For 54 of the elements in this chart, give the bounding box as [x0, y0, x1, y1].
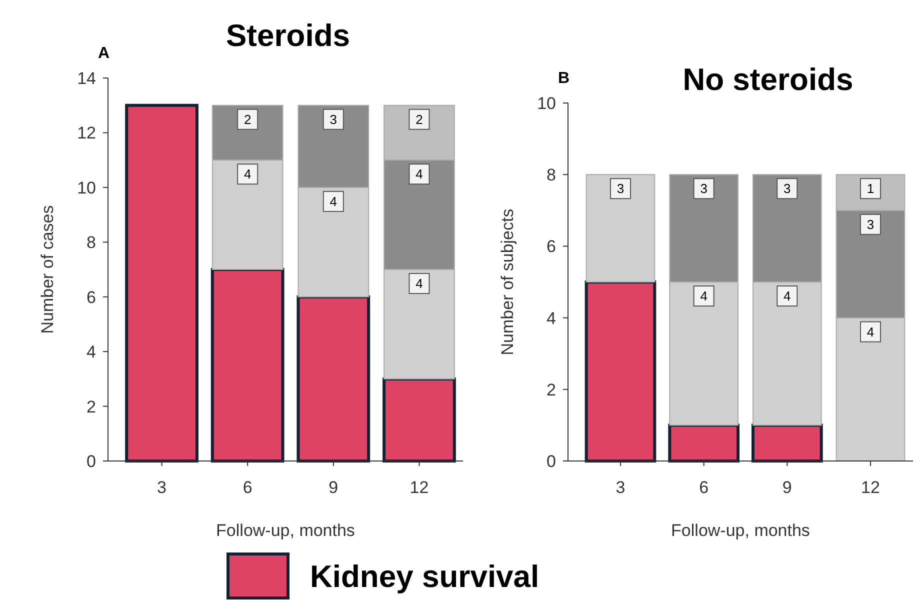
x-tick-label: 3 [157, 478, 167, 497]
bar [752, 424, 823, 462]
y-tick-label: 10 [77, 178, 96, 198]
data-label: 3 [616, 181, 624, 196]
data-label: 4 [330, 194, 338, 209]
y-tick-label: 10 [537, 94, 556, 113]
y-tick-label: 6 [86, 288, 96, 307]
chart-title: No steroids [682, 62, 854, 97]
data-label: 4 [700, 288, 708, 304]
data-label: 4 [244, 166, 252, 182]
x-tick-label: 9 [782, 478, 792, 497]
x-axis-title: Follow-up, months [671, 521, 810, 540]
bar [210, 268, 284, 462]
data-label: 4 [416, 166, 423, 182]
data-label: 3 [700, 181, 708, 196]
data-label: 4 [866, 324, 874, 340]
y-tick-label: 2 [546, 380, 556, 400]
y-axis-title: Number of cases [38, 205, 57, 334]
bar [382, 377, 456, 462]
y-tick-label: 0 [86, 452, 96, 471]
x-tick-label: 12 [410, 478, 429, 497]
text: B [558, 70, 570, 87]
bar [584, 280, 656, 462]
data-label: 4 [416, 276, 423, 291]
y-tick-label: 0 [546, 452, 556, 471]
x-tick-label: 12 [861, 478, 880, 497]
data-label: 1 [866, 181, 874, 196]
bar [668, 424, 740, 462]
text: A [98, 45, 110, 62]
y-axis-title: Number of subjects [498, 208, 517, 356]
y-tick-label: 6 [546, 237, 556, 256]
chart-title: Steroids [226, 18, 350, 53]
x-tick-label: 6 [242, 478, 252, 497]
x-tick-label: 9 [328, 478, 338, 497]
data-label: 3 [784, 181, 791, 196]
y-tick-label: 4 [546, 308, 556, 328]
data-label: 2 [416, 112, 423, 127]
x-tick-label: 6 [699, 478, 709, 497]
y-tick-label: 12 [77, 124, 96, 143]
x-tick-label: 3 [616, 478, 626, 497]
data-label: 3 [866, 216, 874, 232]
legend-label: Kidney survival [310, 559, 540, 594]
bar [586, 174, 656, 282]
data-label: 3 [330, 112, 338, 127]
y-tick-label: 8 [546, 166, 556, 185]
y-tick-label: 8 [86, 233, 96, 252]
y-tick-label: 4 [86, 342, 96, 362]
data-label: 2 [244, 112, 252, 127]
bar [125, 104, 198, 462]
bar [296, 295, 370, 462]
y-tick-label: 14 [77, 69, 96, 88]
y-tick-label: 2 [86, 397, 96, 416]
x-axis-title: Follow-up, months [216, 521, 355, 540]
data-label: 4 [784, 288, 791, 304]
